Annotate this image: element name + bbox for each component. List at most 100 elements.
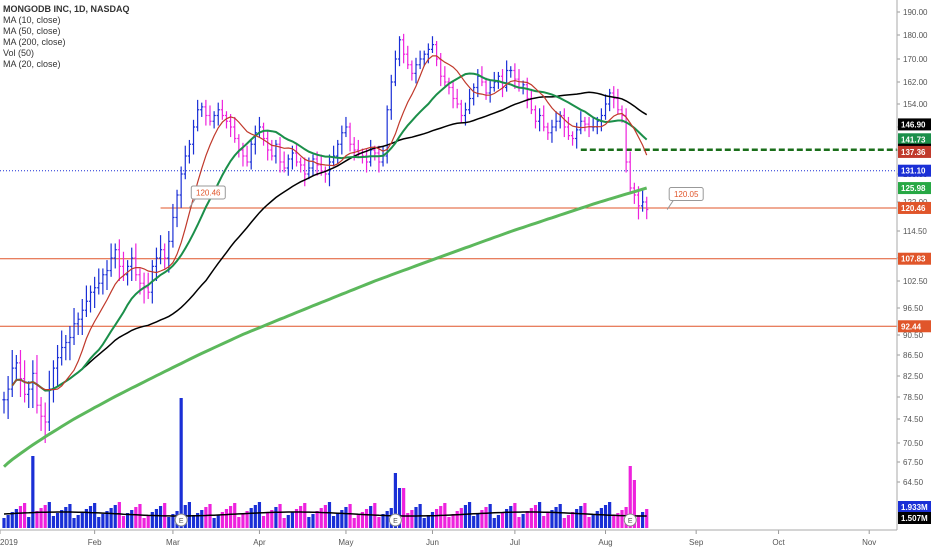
x-tick-label: Apr — [253, 538, 266, 547]
volume-bar — [562, 518, 566, 528]
volume-bar — [35, 511, 39, 528]
price-badge-label: 92.44 — [901, 322, 922, 331]
volume-bar — [459, 508, 463, 528]
y-tick-label: 67.50 — [903, 458, 924, 467]
y-tick-label: 102.50 — [903, 277, 928, 286]
volume-bar — [332, 516, 336, 528]
volume-bar — [595, 511, 599, 528]
y-tick-label: 190.00 — [903, 8, 928, 17]
volume-bar — [257, 502, 262, 528]
volume-bar — [352, 518, 356, 528]
volume-bar — [336, 513, 340, 528]
y-tick-label: 114.50 — [903, 227, 927, 236]
moving-average-lines — [2, 55, 648, 468]
volume-bar — [538, 502, 542, 528]
price-badge-label: 125.98 — [901, 184, 926, 193]
volume-bar — [191, 516, 196, 528]
volume-bar — [72, 518, 76, 528]
volume-bar — [270, 510, 274, 528]
x-tick-label: Mar — [166, 538, 180, 547]
volume-bar — [55, 513, 60, 528]
volume-bar — [439, 506, 443, 528]
y-axis-ticks: 190.00180.00170.00162.00154.00146.00138.… — [903, 8, 928, 487]
y-tick-label: 154.00 — [903, 100, 928, 109]
price-callouts: 120.46 120.05 — [188, 185, 704, 210]
volume-badge — [898, 501, 931, 513]
volume-bar — [47, 502, 51, 528]
x-tick-label: Aug — [598, 538, 612, 547]
volume-bar — [550, 510, 554, 528]
earnings-marker — [388, 513, 402, 527]
price-badge-label: 120.46 — [901, 204, 926, 213]
price-badge — [898, 133, 931, 146]
volume-bar — [286, 515, 290, 528]
price-badge — [898, 252, 931, 265]
volume-bar — [641, 512, 645, 528]
volume-bar — [126, 513, 130, 528]
volume-bar — [294, 509, 299, 528]
volume-bar — [187, 502, 191, 528]
volume-bar — [43, 505, 47, 528]
earnings-marker-label: E — [628, 518, 633, 525]
volume-bar — [249, 508, 253, 528]
volume-bar — [23, 503, 27, 528]
earnings-marker-label: E — [179, 518, 184, 525]
volume-bar — [385, 511, 389, 528]
volume-bar — [241, 514, 245, 528]
volume-bar — [31, 456, 35, 528]
volume-badge-label: 1.507M — [901, 514, 928, 523]
volume-bar — [636, 515, 641, 528]
volume-bar — [554, 507, 558, 528]
volume-bar — [274, 507, 278, 528]
volume-bar — [513, 503, 517, 528]
volume-bar — [406, 513, 410, 528]
y-tick-label: 86.50 — [903, 351, 924, 360]
volume-bar — [369, 506, 373, 528]
legend-item-ma10[interactable]: MA (10, close) — [3, 15, 61, 25]
legend-item-ma200[interactable]: MA (200, close) — [3, 37, 66, 47]
volume-ma-line — [3, 511, 647, 517]
volume-bar — [105, 511, 109, 528]
volume-bar — [154, 509, 159, 528]
volume-bar — [455, 511, 459, 528]
volume-bar — [278, 504, 282, 528]
volume-bar — [323, 505, 327, 528]
volume-bar — [435, 509, 439, 528]
volume-bar — [167, 517, 171, 528]
price-callout-pointer — [666, 200, 674, 210]
volume-bar — [402, 488, 406, 528]
volume-bar — [558, 504, 562, 528]
volume-bar — [587, 517, 591, 528]
volume-bar — [628, 466, 632, 528]
legend-item-ma50[interactable]: MA (50, close) — [3, 26, 61, 36]
x-tick-label: May — [338, 538, 353, 547]
x-tick-label: Jun — [426, 538, 439, 547]
volume-bar — [212, 518, 216, 528]
price-badge — [898, 118, 931, 131]
volume-bar — [315, 511, 319, 528]
volume-bar — [505, 509, 509, 528]
price-badge-label: 131.10 — [901, 167, 926, 176]
volume-bar — [27, 517, 31, 528]
volume-bar — [645, 509, 649, 528]
volume-bar — [130, 510, 134, 528]
volume-bar — [290, 512, 294, 528]
x-tick-label: Oct — [772, 538, 785, 547]
volume-bar — [447, 517, 451, 528]
earnings-marker-label: E — [393, 518, 398, 525]
volume-bar — [303, 503, 307, 528]
price-callout-box — [668, 187, 704, 202]
volume-bar — [500, 512, 505, 528]
volume-badge — [898, 512, 931, 524]
volume-bar — [340, 510, 344, 528]
y-tick-label: 78.50 — [903, 393, 924, 402]
legend-item-ma20[interactable]: MA (20, close) — [3, 59, 61, 69]
volume-bar — [204, 507, 208, 528]
volume-bar — [117, 502, 121, 528]
volume-bar — [422, 518, 426, 528]
volume-bar — [245, 511, 249, 528]
volume-bar — [575, 509, 579, 528]
price-badge — [898, 201, 931, 214]
legend-item-vol50[interactable]: Vol (50) — [3, 48, 35, 58]
